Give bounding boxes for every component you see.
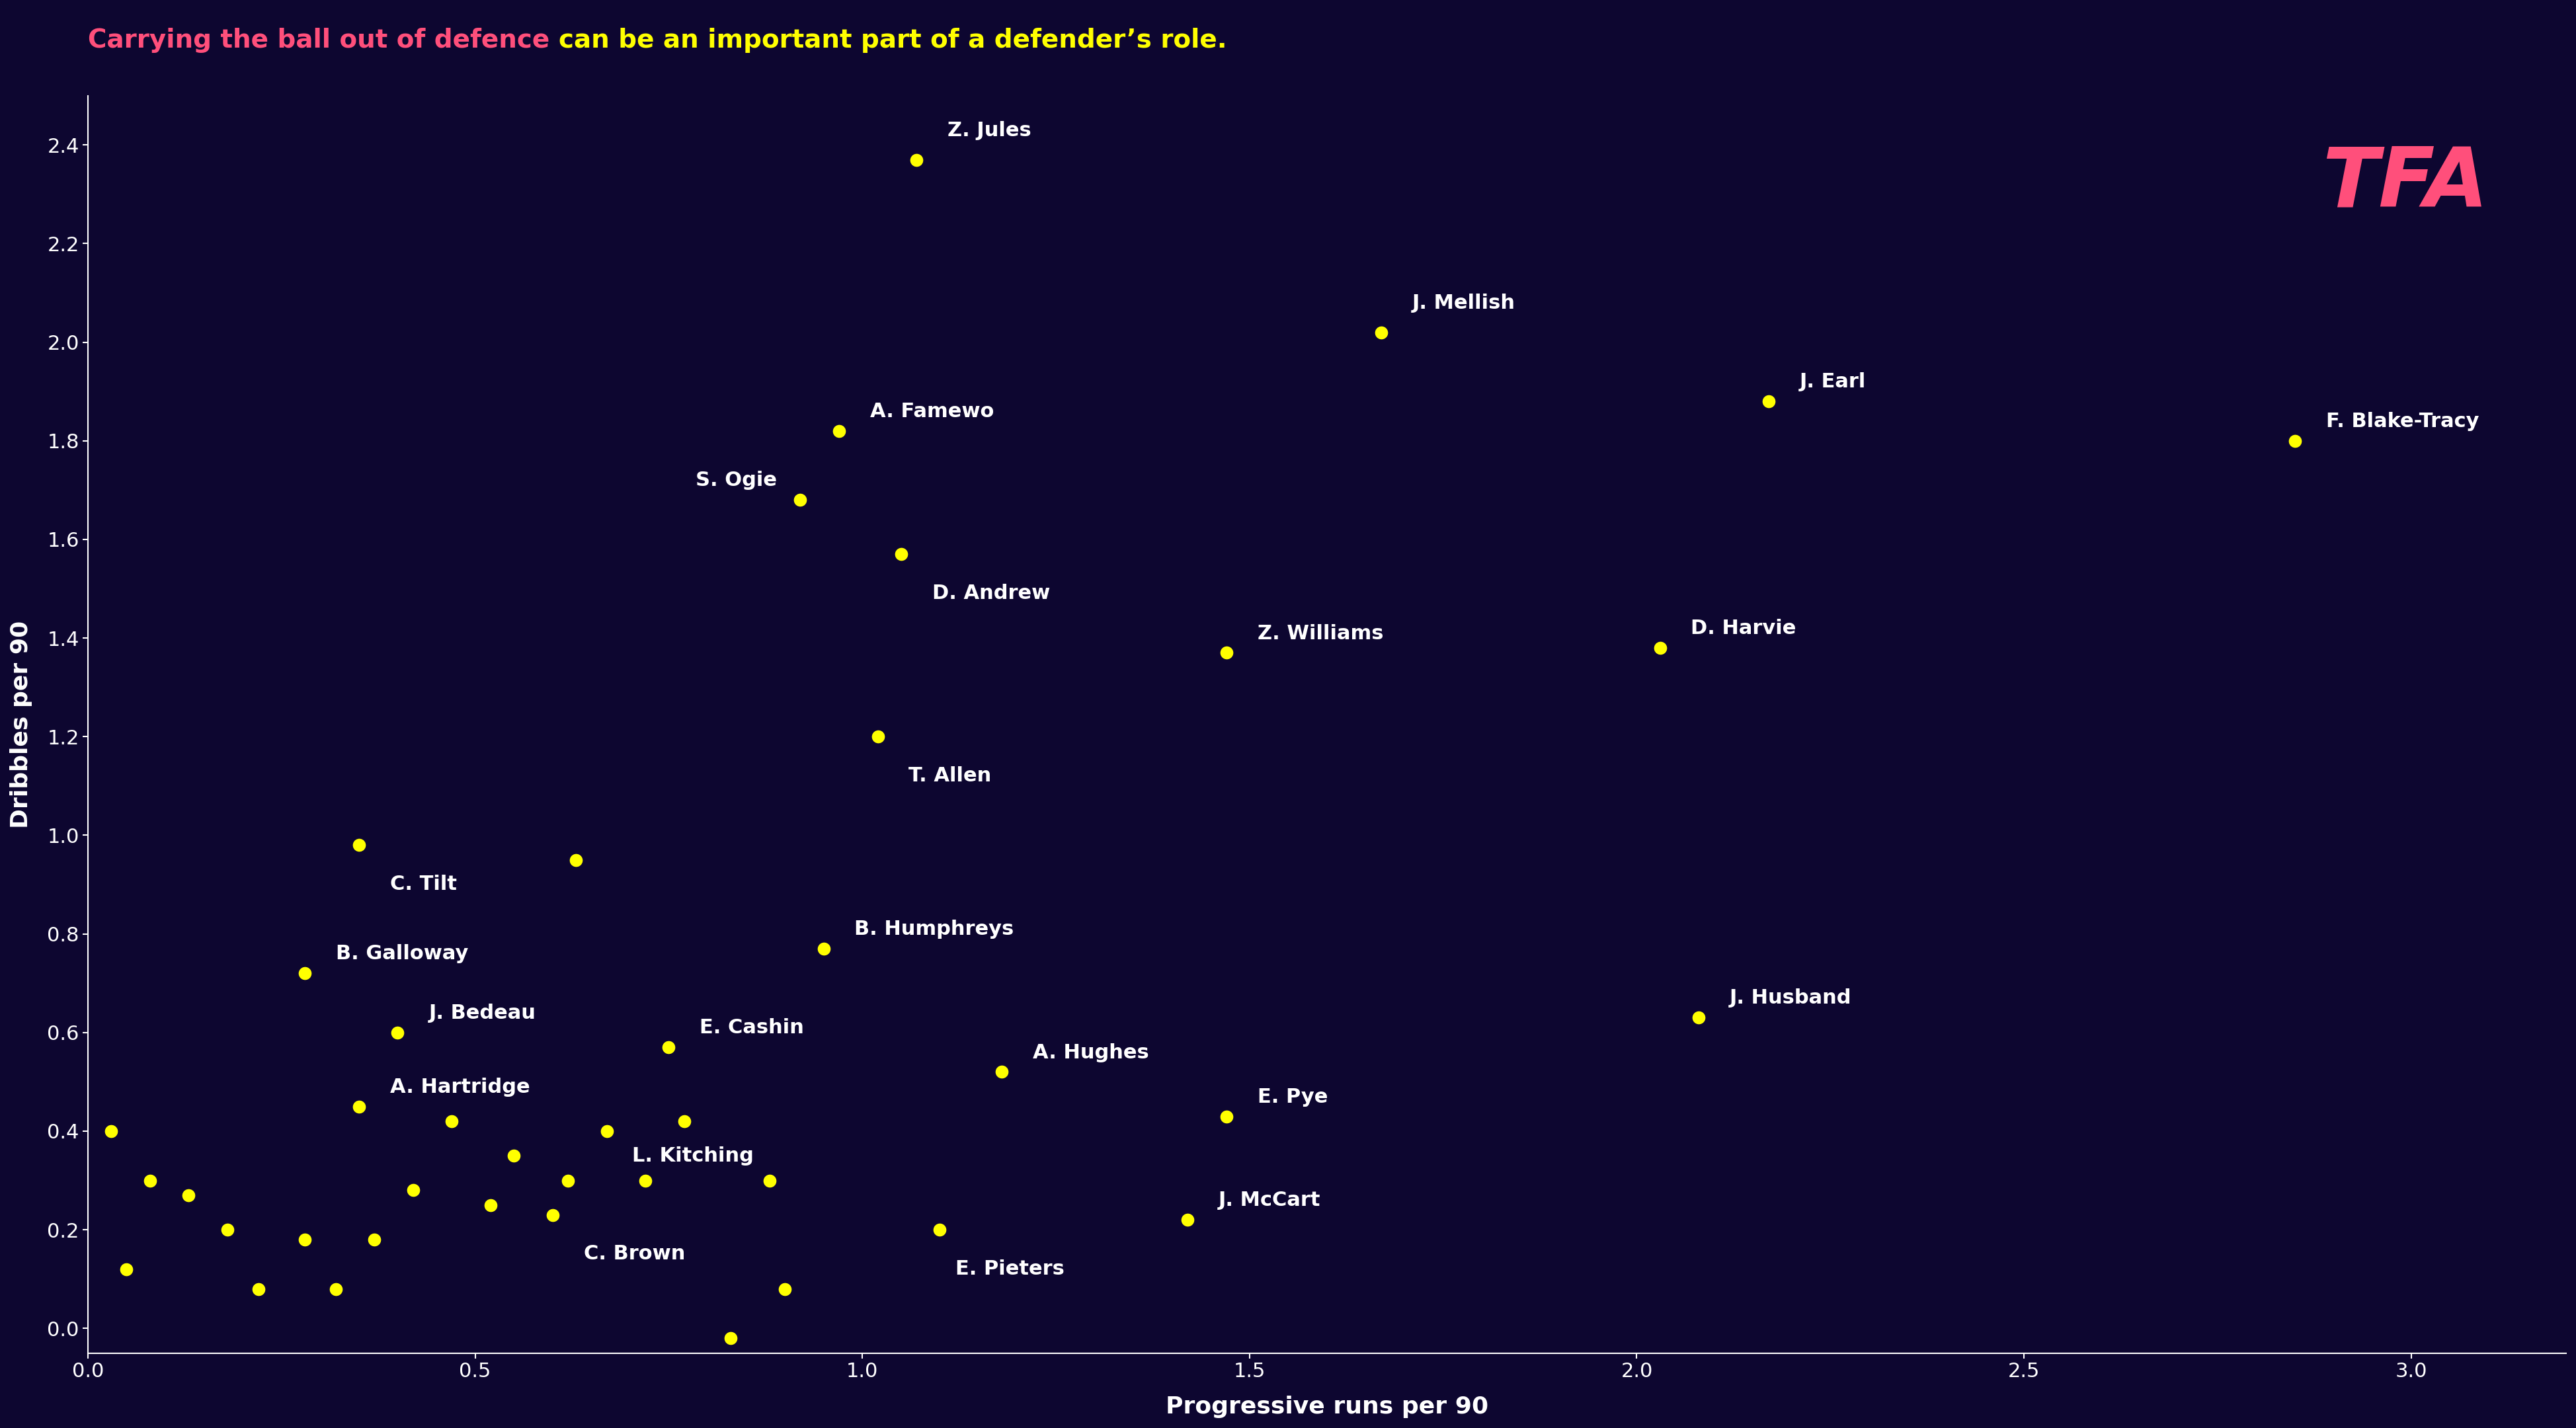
Point bbox=[896, 149, 938, 171]
Point bbox=[337, 1095, 379, 1118]
Point bbox=[981, 1061, 1023, 1084]
Text: B. Galloway: B. Galloway bbox=[335, 944, 469, 964]
Text: T. Allen: T. Allen bbox=[909, 767, 992, 785]
Point bbox=[283, 1228, 325, 1251]
Point bbox=[626, 1170, 667, 1192]
Point bbox=[337, 834, 379, 857]
Text: Z. Jules: Z. Jules bbox=[948, 121, 1030, 140]
Point bbox=[1360, 321, 1401, 344]
Point bbox=[469, 1194, 510, 1217]
Text: TFA: TFA bbox=[2321, 144, 2488, 224]
Text: S. Ogie: S. Ogie bbox=[696, 471, 778, 490]
Point bbox=[430, 1110, 471, 1132]
Point bbox=[587, 1120, 629, 1142]
Point bbox=[106, 1258, 147, 1281]
Point bbox=[129, 1170, 170, 1192]
Text: Carrying the ball out of defence: Carrying the ball out of defence bbox=[88, 27, 559, 53]
Text: J. Mellish: J. Mellish bbox=[1412, 293, 1515, 313]
Text: A. Hughes: A. Hughes bbox=[1033, 1042, 1149, 1062]
Point bbox=[920, 1218, 961, 1241]
Text: E. Pieters: E. Pieters bbox=[956, 1259, 1064, 1278]
Y-axis label: Dribbles per 90: Dribbles per 90 bbox=[10, 620, 33, 828]
Text: F. Blake-Tracy: F. Blake-Tracy bbox=[2326, 411, 2478, 431]
Point bbox=[531, 1204, 572, 1227]
Text: C. Brown: C. Brown bbox=[585, 1245, 685, 1264]
Point bbox=[376, 1021, 417, 1044]
Text: L. Kitching: L. Kitching bbox=[631, 1147, 755, 1165]
Point bbox=[781, 488, 822, 511]
X-axis label: Progressive runs per 90: Progressive runs per 90 bbox=[1164, 1395, 1489, 1418]
Point bbox=[206, 1218, 247, 1241]
Point bbox=[881, 543, 922, 565]
Point bbox=[353, 1228, 394, 1251]
Point bbox=[1167, 1208, 1208, 1231]
Text: can be an important part of a defender’s role.: can be an important part of a defender’s… bbox=[559, 27, 1226, 53]
Text: J. Bedeau: J. Bedeau bbox=[428, 1004, 536, 1022]
Point bbox=[492, 1144, 533, 1167]
Text: J. Husband: J. Husband bbox=[1728, 988, 1852, 1008]
Point bbox=[858, 725, 899, 748]
Point bbox=[1747, 390, 1788, 413]
Point bbox=[1638, 637, 1680, 660]
Point bbox=[237, 1278, 278, 1301]
Point bbox=[804, 937, 845, 960]
Point bbox=[819, 420, 860, 443]
Text: A. Hartridge: A. Hartridge bbox=[389, 1078, 531, 1097]
Point bbox=[283, 962, 325, 985]
Point bbox=[392, 1180, 433, 1202]
Text: J. McCart: J. McCart bbox=[1218, 1191, 1321, 1210]
Point bbox=[549, 1170, 590, 1192]
Point bbox=[1206, 641, 1247, 664]
Text: D. Harvie: D. Harvie bbox=[1690, 618, 1795, 638]
Text: E. Pye: E. Pye bbox=[1257, 1087, 1327, 1107]
Point bbox=[2275, 430, 2316, 453]
Text: Z. Williams: Z. Williams bbox=[1257, 624, 1383, 643]
Text: E. Cashin: E. Cashin bbox=[701, 1018, 804, 1037]
Text: J. Earl: J. Earl bbox=[1801, 373, 1865, 391]
Point bbox=[649, 1035, 690, 1058]
Point bbox=[1677, 1007, 1718, 1030]
Point bbox=[1206, 1105, 1247, 1128]
Point bbox=[556, 848, 598, 871]
Point bbox=[711, 1327, 752, 1349]
Text: A. Famewo: A. Famewo bbox=[871, 401, 994, 421]
Point bbox=[90, 1120, 131, 1142]
Point bbox=[750, 1170, 791, 1192]
Text: D. Andrew: D. Andrew bbox=[933, 584, 1051, 603]
Point bbox=[167, 1184, 209, 1207]
Text: B. Humphreys: B. Humphreys bbox=[855, 920, 1015, 938]
Point bbox=[314, 1278, 355, 1301]
Point bbox=[665, 1110, 706, 1132]
Point bbox=[765, 1278, 806, 1301]
Text: C. Tilt: C. Tilt bbox=[389, 875, 456, 894]
